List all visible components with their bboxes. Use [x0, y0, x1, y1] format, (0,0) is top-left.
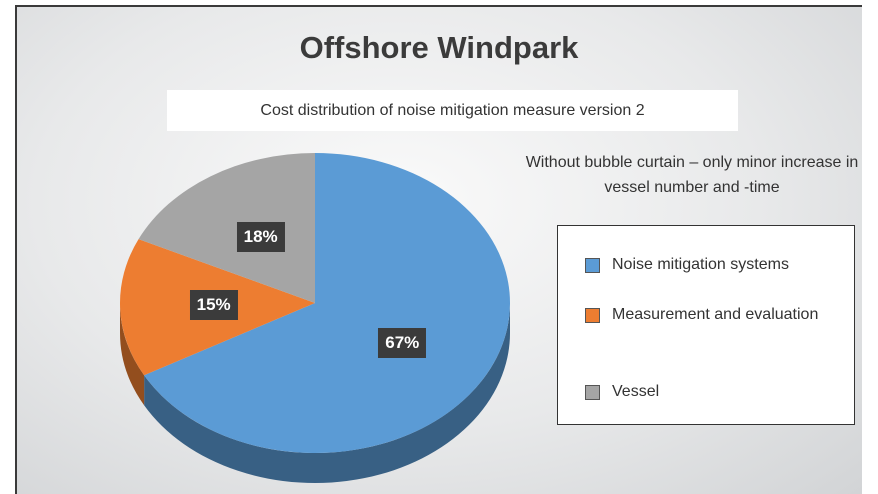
slice-side	[120, 303, 145, 406]
legend-label: Vessel	[612, 383, 660, 400]
annotation: Without bubble curtain – only minor incr…	[525, 154, 859, 196]
legend-label: Noise mitigation systems	[612, 256, 789, 273]
legend-swatch	[585, 385, 600, 400]
legend-entry: Measurement and evaluation	[585, 302, 825, 327]
data-label: 15%	[189, 290, 238, 321]
slice-side	[144, 303, 511, 483]
legend-swatch	[585, 308, 600, 323]
data-label: 67%	[378, 327, 427, 358]
legend-swatch	[585, 258, 600, 273]
legend-label: Measurement and evaluation	[612, 306, 819, 323]
legend-entry: Vessel	[585, 379, 825, 404]
slice	[138, 153, 315, 303]
chart-subtitle: Cost distribution of noise mitigation me…	[260, 101, 645, 119]
chart-title: Offshore Windpark	[299, 30, 579, 65]
slice	[144, 153, 511, 453]
data-label: 18%	[236, 222, 285, 253]
legend-entry: Noise mitigation systems	[585, 252, 825, 277]
subtitle-box: Cost distribution of noise mitigation me…	[167, 90, 738, 131]
legend: Noise mitigation systems Measurement and …	[557, 225, 855, 425]
